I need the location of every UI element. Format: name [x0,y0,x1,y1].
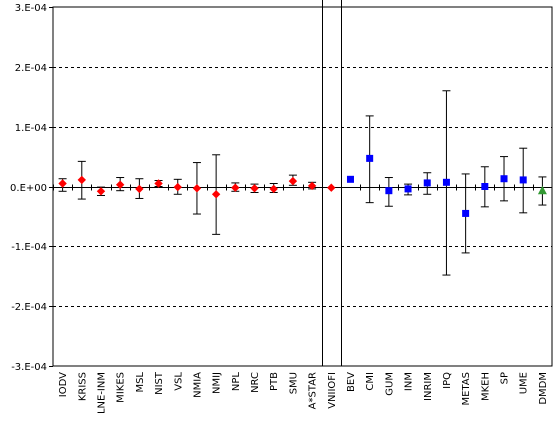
data-point-NIST [154,179,163,188]
data-point-CMI [366,154,374,162]
data-point-KRISS [77,175,86,185]
x-tick-label: KRISS [77,372,88,401]
x-tick-label: MIKES [116,372,127,403]
x-tick-label: MSL [135,372,146,393]
data-point-MIKES [115,180,125,189]
data-point-PTB [269,184,278,194]
y-tick-label: -2.E-04 [11,302,47,313]
data-point-NPL [231,183,240,192]
x-tick-label: CMI [365,372,376,391]
data-point-SP [500,175,508,183]
data-point-A*STAR [307,181,317,191]
x-tick-label: UME [519,372,530,394]
x-tick-label: NPL [231,372,242,392]
y-tick-label: 2.E-04 [15,63,47,74]
x-tick-label: NRC [250,372,261,393]
y-tick-label: 0.E+00 [10,183,47,194]
x-tick-label: METAS [461,372,472,405]
data-point-NMIA [192,184,202,193]
x-tick-label: BEV [346,372,357,392]
y-tick-label: -1.E-04 [11,242,47,253]
x-tick-label: MKEH [480,372,491,401]
x-tick-label: VNIIOFI [327,372,338,409]
data-point-IPQ [442,178,450,186]
x-tick-label: NMIJ [212,372,223,394]
data-point-UME [519,176,527,184]
x-tick-label: SMU [288,372,299,394]
data-point-VSL [173,182,182,192]
data-point-GUM [385,187,393,195]
data-point-LNE-INM [96,187,106,196]
data-point-DMDM [537,185,547,195]
x-tick-label: IODV [58,372,69,397]
y-tick-label: -3.E-04 [11,362,47,373]
y-axis: 3.E-04 2.E-04 1.E-04 0.E+00 -1.E-04 -2.E-04 -3… [10,3,53,373]
data-point-NRC [250,184,259,193]
data-point-IODV [58,179,67,188]
x-tick-label: INRIM [423,372,434,401]
data-point-INM [404,185,412,193]
data-points [58,90,547,276]
x-tick-label: GUM [384,372,395,396]
group-separators [322,0,342,366]
data-point-VNIIOFI [327,183,336,192]
x-tick-label: NIST [154,371,165,395]
data-point-MKEH [481,183,489,190]
x-tick-label: DMDM [538,372,549,405]
x-tick-label: A*STAR [308,372,319,409]
y-tick-label: 3.E-04 [15,3,47,14]
data-point-SMU [288,176,298,186]
data-point-INRIM [423,179,431,187]
data-point-NMIJ [211,190,221,199]
data-point-METAS [462,209,470,217]
data-point-MSL [135,184,144,194]
x-tick-label: SP [500,372,511,384]
x-axis: IODV KRISS LNE-INM MIKES MSL NIST VSL NMIA NMIJ N… [53,184,549,414]
data-point-BEV [346,175,354,183]
y-tick-label: 1.E-04 [15,123,47,134]
grid-lines [53,67,552,307]
x-tick-label: INM [404,372,415,391]
plot-area-frame [52,6,553,367]
x-tick-label: PTB [269,372,280,391]
x-tick-label: NMIA [192,372,203,398]
x-tick-label: LNE-INM [96,372,107,414]
x-tick-label: IPQ [442,372,453,389]
x-tick-label: VSL [173,372,184,391]
